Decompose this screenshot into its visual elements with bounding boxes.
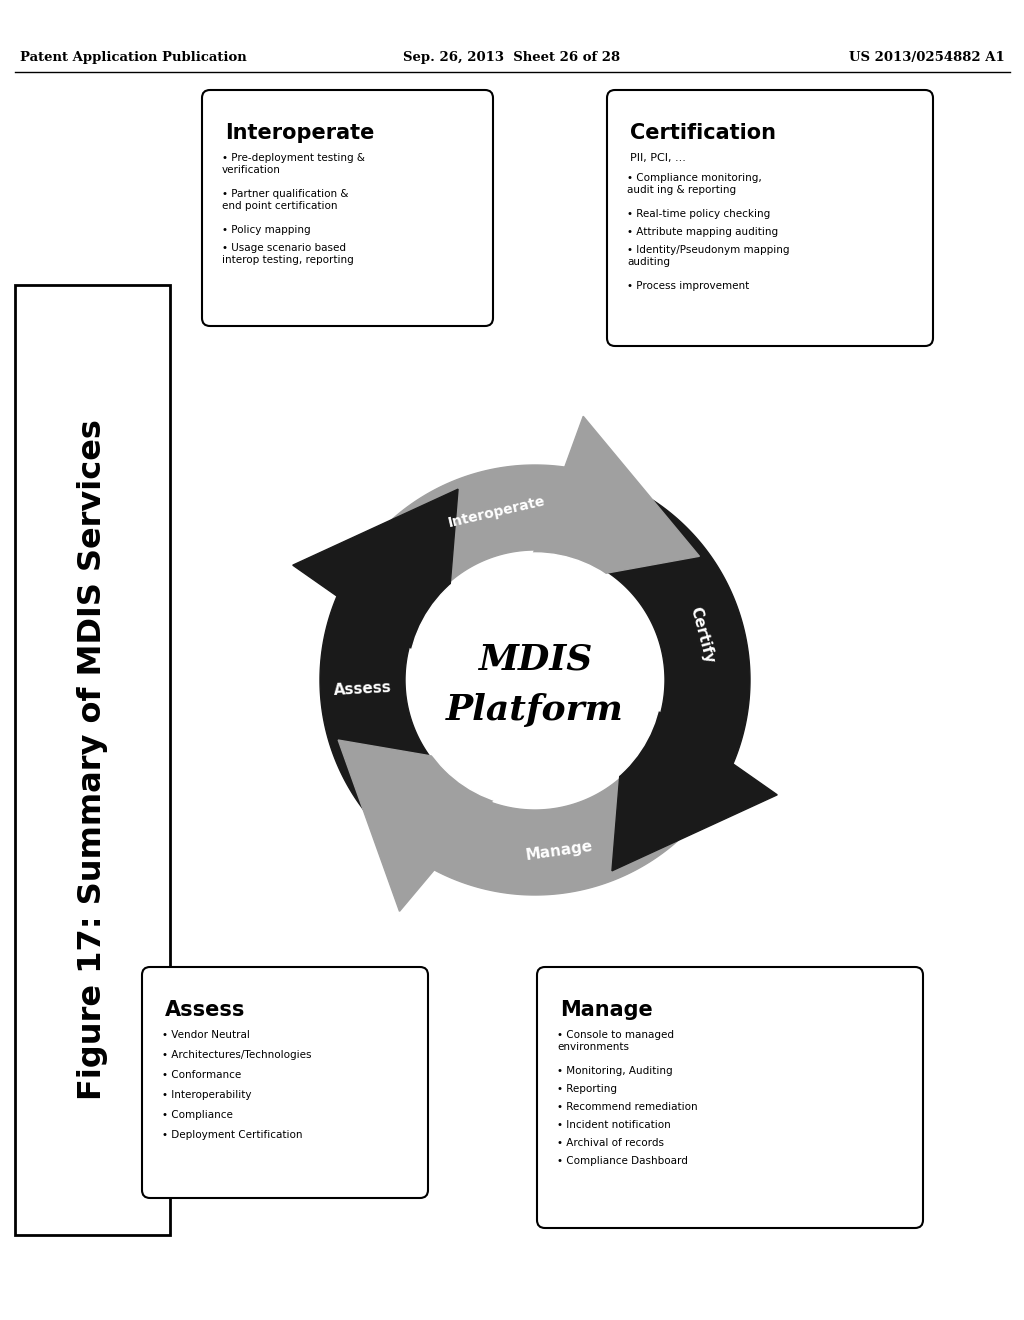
FancyBboxPatch shape xyxy=(537,968,923,1228)
Text: • Pre-deployment testing &
verification: • Pre-deployment testing & verification xyxy=(222,153,365,174)
Text: Interoperate: Interoperate xyxy=(446,494,546,529)
Text: • Compliance monitoring,
audit ing & reporting: • Compliance monitoring, audit ing & rep… xyxy=(627,173,762,194)
Text: Assess: Assess xyxy=(334,680,392,698)
Text: PII, PCI, ...: PII, PCI, ... xyxy=(630,153,686,162)
Text: Interoperate: Interoperate xyxy=(225,123,375,143)
Text: Certification: Certification xyxy=(630,123,776,143)
FancyBboxPatch shape xyxy=(607,90,933,346)
Text: • Monitoring, Auditing: • Monitoring, Auditing xyxy=(557,1067,673,1076)
FancyBboxPatch shape xyxy=(142,968,428,1199)
Text: • Real-time policy checking: • Real-time policy checking xyxy=(627,209,770,219)
Text: • Interoperability: • Interoperability xyxy=(162,1090,252,1100)
Text: • Attribute mapping auditing: • Attribute mapping auditing xyxy=(627,227,778,238)
Text: Figure 17: Summary of MDIS Services: Figure 17: Summary of MDIS Services xyxy=(78,420,109,1101)
Text: Platform: Platform xyxy=(446,693,624,727)
Text: • Archival of records: • Archival of records xyxy=(557,1138,664,1148)
Polygon shape xyxy=(397,755,711,895)
Text: Manage: Manage xyxy=(560,1001,652,1020)
Text: • Incident notification: • Incident notification xyxy=(557,1119,671,1130)
Polygon shape xyxy=(338,741,517,911)
Text: • Policy mapping: • Policy mapping xyxy=(222,224,310,235)
Text: Certify: Certify xyxy=(687,606,717,665)
Circle shape xyxy=(408,553,662,807)
Text: Manage: Manage xyxy=(524,838,594,863)
Polygon shape xyxy=(321,557,435,818)
Text: • Process improvement: • Process improvement xyxy=(627,281,750,290)
Polygon shape xyxy=(520,416,699,589)
Text: • Console to managed
environments: • Console to managed environments xyxy=(557,1030,674,1052)
Text: • Compliance Dashboard: • Compliance Dashboard xyxy=(557,1156,688,1166)
Text: • Architectures/Technologies: • Architectures/Technologies xyxy=(162,1049,311,1060)
Text: Patent Application Publication: Patent Application Publication xyxy=(20,51,247,65)
Text: • Usage scenario based
interop testing, reporting: • Usage scenario based interop testing, … xyxy=(222,243,353,264)
Polygon shape xyxy=(383,465,608,589)
Text: • Conformance: • Conformance xyxy=(162,1071,242,1080)
Polygon shape xyxy=(612,689,777,871)
Polygon shape xyxy=(590,486,750,804)
Text: Assess: Assess xyxy=(165,1001,246,1020)
Text: • Deployment Certification: • Deployment Certification xyxy=(162,1130,302,1140)
Text: • Identity/Pseudonym mapping
auditing: • Identity/Pseudonym mapping auditing xyxy=(627,246,790,267)
Text: MDIS: MDIS xyxy=(478,643,592,677)
Text: • Compliance: • Compliance xyxy=(162,1110,232,1119)
Text: • Reporting: • Reporting xyxy=(557,1084,617,1094)
Text: • Vendor Neutral: • Vendor Neutral xyxy=(162,1030,250,1040)
FancyBboxPatch shape xyxy=(202,90,493,326)
Text: • Partner qualification &
end point certification: • Partner qualification & end point cert… xyxy=(222,189,348,211)
Text: US 2013/0254882 A1: US 2013/0254882 A1 xyxy=(849,51,1005,65)
Polygon shape xyxy=(293,490,458,671)
Text: • Recommend remediation: • Recommend remediation xyxy=(557,1102,697,1111)
Text: Sep. 26, 2013  Sheet 26 of 28: Sep. 26, 2013 Sheet 26 of 28 xyxy=(403,51,621,65)
FancyBboxPatch shape xyxy=(15,285,170,1236)
